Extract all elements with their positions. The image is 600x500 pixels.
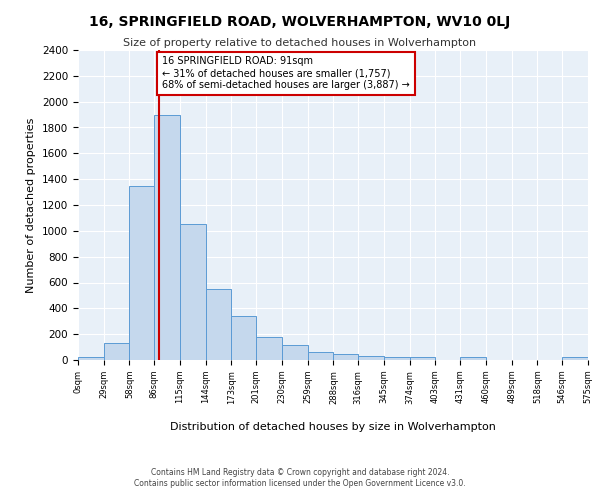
Bar bbox=[358, 356, 384, 360]
Bar bbox=[104, 343, 130, 360]
Text: Contains HM Land Registry data © Crown copyright and database right 2024.
Contai: Contains HM Land Registry data © Crown c… bbox=[134, 468, 466, 487]
Bar bbox=[562, 358, 588, 360]
Text: Size of property relative to detached houses in Wolverhampton: Size of property relative to detached ho… bbox=[124, 38, 476, 48]
Bar bbox=[206, 289, 232, 360]
Bar bbox=[180, 224, 206, 360]
Bar bbox=[334, 354, 358, 360]
Bar bbox=[154, 114, 180, 360]
Bar bbox=[460, 358, 486, 360]
Text: 16, SPRINGFIELD ROAD, WOLVERHAMPTON, WV10 0LJ: 16, SPRINGFIELD ROAD, WOLVERHAMPTON, WV1… bbox=[89, 15, 511, 29]
Text: Distribution of detached houses by size in Wolverhampton: Distribution of detached houses by size … bbox=[170, 422, 496, 432]
Bar bbox=[384, 357, 410, 360]
Text: 16 SPRINGFIELD ROAD: 91sqm
← 31% of detached houses are smaller (1,757)
68% of s: 16 SPRINGFIELD ROAD: 91sqm ← 31% of deta… bbox=[162, 56, 410, 90]
Y-axis label: Number of detached properties: Number of detached properties bbox=[26, 118, 37, 292]
Bar bbox=[308, 352, 334, 360]
Bar bbox=[256, 338, 282, 360]
Bar bbox=[282, 345, 308, 360]
Bar bbox=[130, 186, 154, 360]
Bar bbox=[410, 358, 436, 360]
Bar bbox=[232, 316, 256, 360]
Bar bbox=[78, 358, 104, 360]
